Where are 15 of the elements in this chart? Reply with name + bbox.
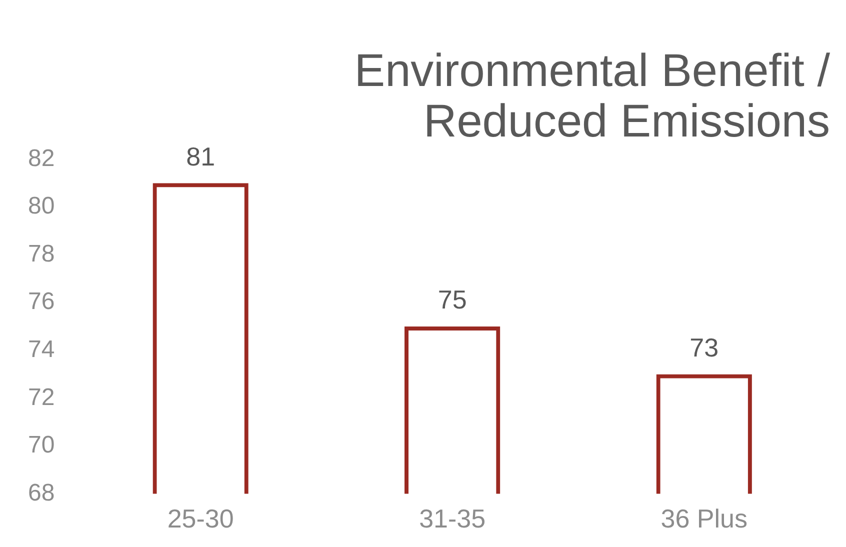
- y-tick-label: 80: [28, 192, 55, 220]
- x-tick-label: 25-30: [167, 504, 234, 534]
- y-tick-label: 74: [28, 336, 55, 364]
- y-tick-label: 76: [28, 288, 55, 316]
- data-label: 75: [438, 284, 467, 315]
- data-label: 73: [690, 332, 719, 362]
- chart-title: Environmental Benefit / Reduced Emissions: [354, 44, 830, 147]
- x-tick-label: 36 Plus: [660, 504, 748, 534]
- data-label: 81: [186, 141, 216, 172]
- y-tick-label: 68: [28, 479, 55, 506]
- x-tick-label: 31-35: [419, 504, 486, 534]
- y-tick-label: 82: [28, 144, 55, 172]
- y-tick-label: 72: [28, 384, 55, 411]
- y-tick-label: 70: [28, 432, 55, 459]
- y-tick-label: 78: [28, 240, 55, 268]
